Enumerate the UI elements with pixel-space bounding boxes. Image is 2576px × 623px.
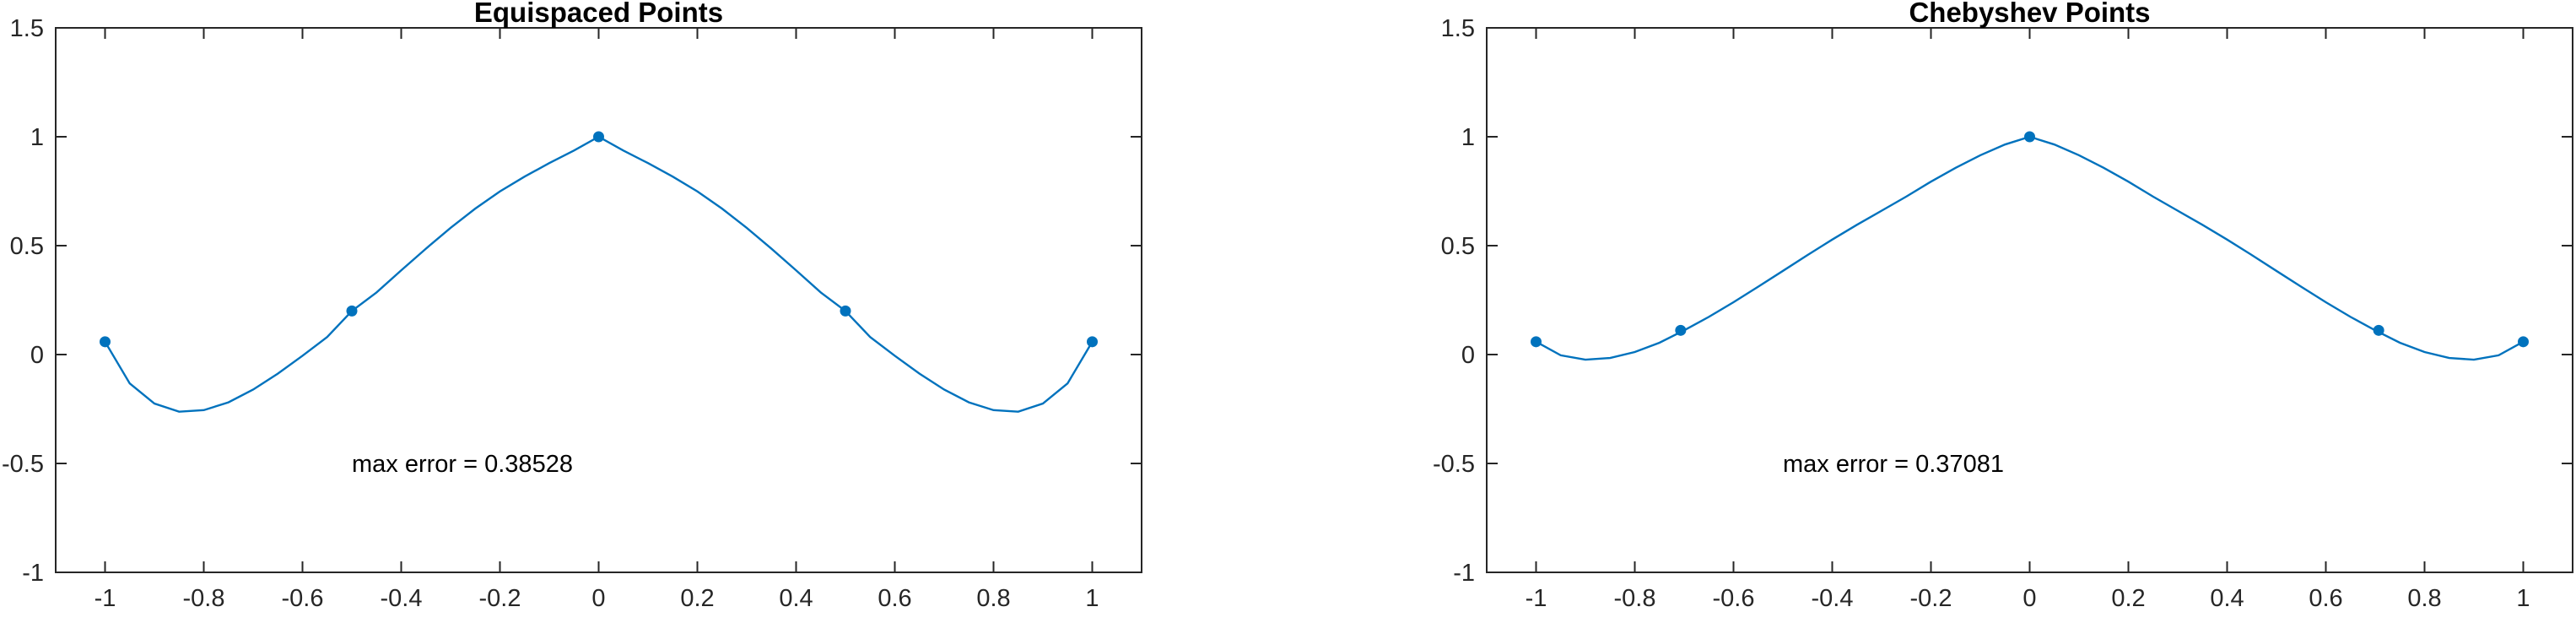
- x-tick-label: -0.4: [1812, 585, 1854, 612]
- x-tick-label: -0.2: [479, 585, 521, 612]
- x-tick-label: 0.4: [2210, 585, 2244, 612]
- x-tick-label: -1: [95, 585, 116, 612]
- interpolation-point: [840, 305, 851, 317]
- axes-box: [55, 27, 1142, 573]
- interpolation-point: [1675, 324, 1687, 336]
- x-tick-label: 0: [591, 585, 605, 612]
- y-tick-label: 0.5: [1441, 233, 1475, 260]
- chart-title: Equispaced Points: [474, 0, 723, 28]
- x-tick-label: -1: [1526, 585, 1547, 612]
- y-tick-label: 1: [1461, 124, 1475, 151]
- x-tick-label: 0.8: [976, 585, 1010, 612]
- axes-box: [1486, 27, 2573, 573]
- y-tick-label: -0.5: [2, 451, 44, 478]
- x-tick-label: -0.8: [1614, 585, 1656, 612]
- y-tick-label: -1: [1453, 560, 1475, 587]
- x-tick-label: 0.6: [2309, 585, 2342, 612]
- y-tick-label: -0.5: [1433, 451, 1475, 478]
- y-tick-label: 0.5: [10, 233, 44, 260]
- interpolation-point: [1087, 336, 1098, 348]
- x-tick-label: 0.6: [878, 585, 911, 612]
- x-tick-label: 0: [2022, 585, 2036, 612]
- interpolation-point: [2518, 336, 2529, 348]
- y-tick-label: 1.5: [10, 15, 44, 42]
- x-tick-label: 0.2: [680, 585, 714, 612]
- x-tick-label: -0.6: [282, 585, 324, 612]
- x-tick-label: -0.4: [381, 585, 423, 612]
- x-tick-label: 0.4: [779, 585, 813, 612]
- max-error-annotation: max error = 0.37081: [1783, 451, 2004, 478]
- x-tick-label: 0.8: [2407, 585, 2441, 612]
- y-tick-label: -1: [22, 560, 44, 587]
- x-tick-label: -0.8: [183, 585, 225, 612]
- chart-title: Chebyshev Points: [1909, 0, 2150, 28]
- interpolation-point: [2373, 324, 2384, 336]
- x-tick-label: -0.2: [1910, 585, 1952, 612]
- y-tick-label: 1: [30, 124, 44, 151]
- interpolation-point: [346, 305, 358, 317]
- y-tick-label: 0: [1461, 342, 1475, 369]
- interpolation-point: [1531, 336, 1542, 348]
- y-tick-label: 1.5: [1441, 15, 1475, 42]
- x-tick-label: -0.6: [1713, 585, 1755, 612]
- x-tick-label: 0.2: [2111, 585, 2145, 612]
- x-tick-label: 1: [1085, 585, 1099, 612]
- interpolation-point: [100, 336, 111, 348]
- chebyshev-chart: -1 -0.8 -0.6 -0.4 -0.2 0 0.2 0.4 0.6 0.8 1 -1 -0.5 0 0…: [1433, 0, 2573, 612]
- equispaced-chart: -1 -0.8 -0.6 -0.4 -0.2 0 0.2 0.4 0.6 0.8 1 -1 -0.5 0 0…: [2, 0, 1142, 612]
- y-tick-label: 0: [30, 342, 44, 369]
- interpolation-point: [593, 131, 604, 143]
- x-tick-label: 1: [2516, 585, 2530, 612]
- interpolation-point: [2024, 131, 2035, 143]
- max-error-annotation: max error = 0.38528: [352, 451, 573, 478]
